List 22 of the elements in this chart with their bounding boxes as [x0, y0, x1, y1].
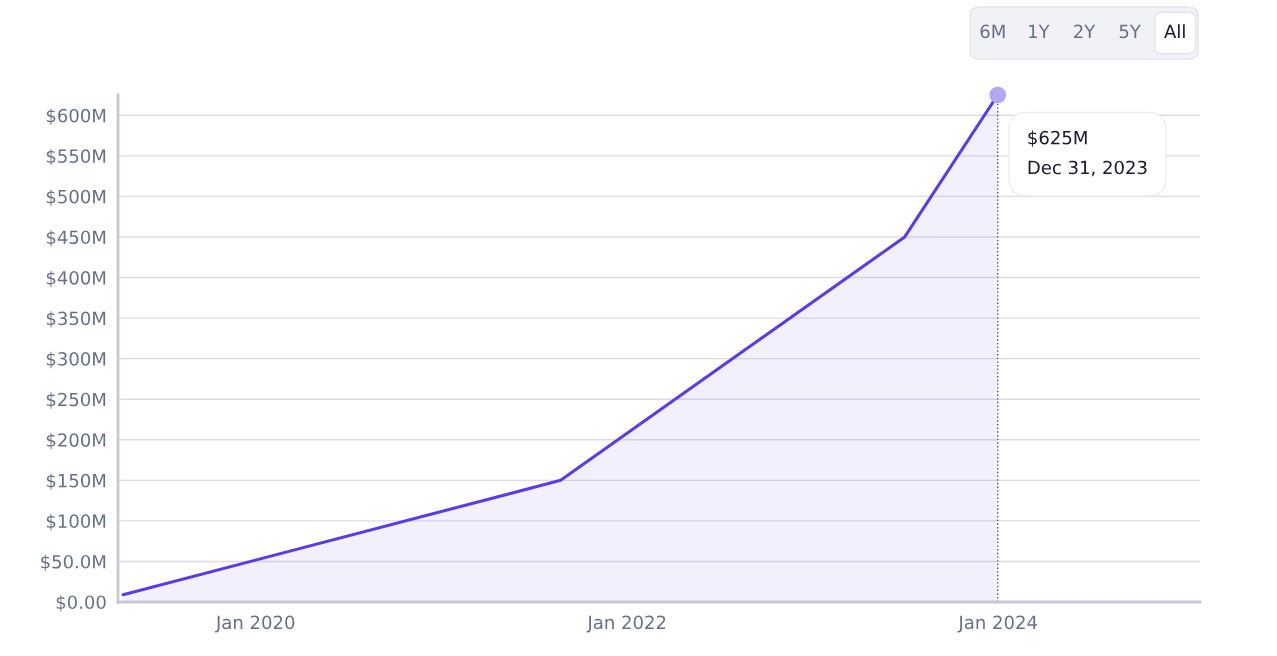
x-tick-label: Jan 2020 [215, 615, 295, 633]
text: 1Y [1029, 24, 1050, 38]
text: 5Y [1119, 24, 1141, 39]
text: 6M [980, 24, 1005, 39]
text: 2Y [1074, 24, 1096, 38]
y-tick-label: $350M [46, 311, 106, 328]
y-tick-label: $250M [46, 392, 106, 409]
y-tick-label: $150M [46, 473, 106, 490]
x-tick-label: Jan 2024 [957, 615, 1037, 633]
y-tick-label: $400M [46, 270, 106, 288]
y-tick-label: $550M [46, 148, 106, 166]
y-tick-label: $200M [46, 432, 106, 450]
annotation: $625M Dec 31, 2023 [1028, 130, 1147, 177]
x-tick-label: Jan 2022 [586, 615, 666, 633]
y-tick-label: $100M [46, 514, 106, 531]
y-tick-label: $450M [46, 230, 106, 247]
y-tick-label: $500M [46, 189, 106, 206]
text: All [1164, 24, 1185, 38]
y-tick-label: $300M [46, 351, 106, 369]
y-tick-label: $600M [46, 108, 106, 125]
y-tick-label: $0.00 [56, 595, 106, 612]
y-tick-label: $50.0M [41, 554, 106, 571]
